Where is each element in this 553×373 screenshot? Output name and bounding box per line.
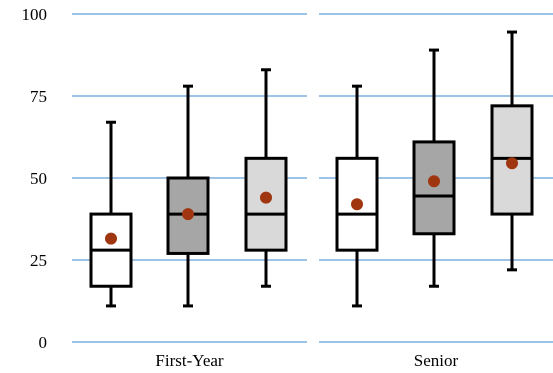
y-tick-label: 100: [22, 5, 48, 24]
y-tick-label: 50: [30, 169, 47, 188]
mean-marker: [428, 175, 440, 188]
y-tick-label: 0: [39, 333, 48, 352]
y-tick-label: 25: [30, 251, 47, 270]
group-label: First-Year: [155, 351, 224, 370]
x-axis-group-labels: First-Year Senior: [155, 351, 458, 370]
gridlines: [72, 13, 553, 343]
mean-marker: [260, 191, 272, 204]
box-plot-item: [166, 84, 210, 308]
box-plot-item: [244, 68, 288, 288]
box-plot-item: [490, 30, 534, 272]
box-plot-item: [335, 84, 379, 308]
boxes: [89, 30, 534, 308]
y-axis-ticks: 0 25 50 75 100: [22, 5, 48, 352]
group-label: Senior: [414, 351, 459, 370]
iqr-box: [244, 156, 288, 252]
y-tick-label: 75: [30, 87, 47, 106]
mean-marker: [105, 232, 117, 245]
box-plot-item: [89, 120, 133, 308]
mean-marker: [182, 208, 194, 221]
box-plot-item: [412, 48, 456, 288]
mean-marker: [506, 157, 518, 170]
mean-marker: [351, 198, 363, 211]
iqr-box: [412, 140, 456, 236]
